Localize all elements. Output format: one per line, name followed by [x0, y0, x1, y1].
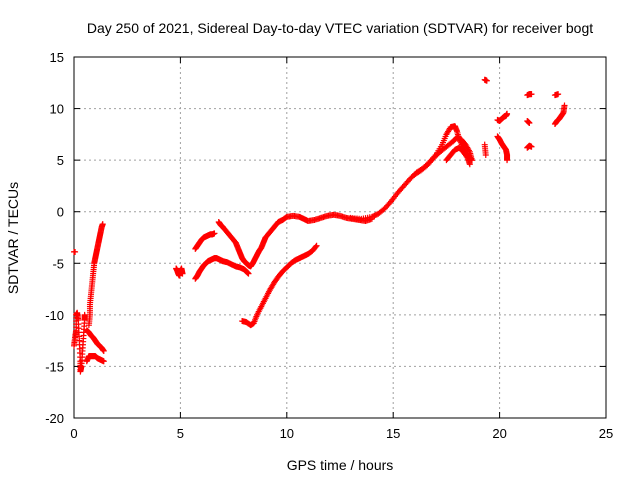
series-arc-3i: [551, 102, 568, 128]
plot-frame: [73, 56, 607, 419]
data-points: [71, 76, 568, 375]
series-arc-0b: [71, 309, 88, 375]
data-point: [211, 230, 218, 237]
data-point: [99, 221, 106, 228]
y-tick-label: -5: [52, 256, 64, 271]
data-point: [555, 91, 562, 98]
x-tick-label: 15: [386, 426, 400, 441]
data-point: [528, 143, 535, 150]
y-tick-label: 5: [57, 153, 64, 168]
x-tick-label: 5: [177, 426, 184, 441]
series-arc-3a: [481, 76, 490, 84]
data-point: [245, 270, 252, 277]
data-point: [504, 110, 511, 117]
data-point: [483, 77, 490, 84]
series-arc-1a: [173, 265, 186, 279]
y-tick-label: -10: [45, 308, 64, 323]
x-tick-label: 10: [280, 426, 294, 441]
series-arc-0e: [85, 221, 106, 329]
data-point: [504, 157, 511, 164]
series-arc-3c: [494, 110, 511, 124]
data-point: [179, 270, 186, 277]
data-point: [526, 120, 533, 127]
tick-labels: 0 5 10 15 20 25 -20 -15 -10 -5 0 5 10 15: [45, 50, 613, 441]
data-point: [466, 161, 473, 168]
data-point: [312, 243, 319, 250]
x-tick-label: 0: [70, 426, 77, 441]
y-tick-label: 0: [57, 205, 64, 220]
grid: [74, 57, 606, 418]
data-point: [100, 347, 107, 354]
series-arc-3b: [481, 141, 489, 158]
y-axis-label: SDTVAR / TECUs: [5, 182, 21, 294]
x-tick-label: 20: [492, 426, 506, 441]
data-point: [482, 151, 489, 158]
data-point: [313, 242, 320, 249]
series-arc-1b: [192, 230, 218, 252]
y-tick-label: 10: [50, 102, 64, 117]
series-arc-0a: [71, 248, 79, 255]
data-point: [100, 358, 107, 365]
series-arc-3d: [494, 133, 511, 164]
series-arc-1c: [192, 255, 252, 282]
series-arc-3g: [524, 142, 535, 151]
series-arc-1e: [239, 242, 320, 329]
data-point: [81, 311, 88, 318]
y-tick-label: 15: [50, 50, 64, 65]
series-arc-0c: [83, 353, 107, 365]
series-arc-3f: [524, 117, 533, 127]
y-tick-label: -15: [45, 359, 64, 374]
series-arc-3h: [551, 91, 562, 99]
axis-ticks: [73, 56, 607, 419]
data-point: [72, 248, 79, 255]
y-tick-label: -20: [45, 411, 64, 426]
data-point: [528, 91, 535, 98]
series-arc-3e: [524, 91, 535, 99]
data-point: [561, 102, 568, 109]
series-arc-2b: [411, 134, 475, 178]
series-arc-2c: [443, 144, 473, 168]
x-axis-label: GPS time / hours: [287, 457, 394, 473]
x-tick-label: 25: [599, 426, 613, 441]
series-arc-0d: [83, 327, 107, 354]
chart-title: Day 250 of 2021, Sidereal Day-to-day VTE…: [87, 20, 593, 36]
series-arc-1d: [215, 211, 375, 270]
